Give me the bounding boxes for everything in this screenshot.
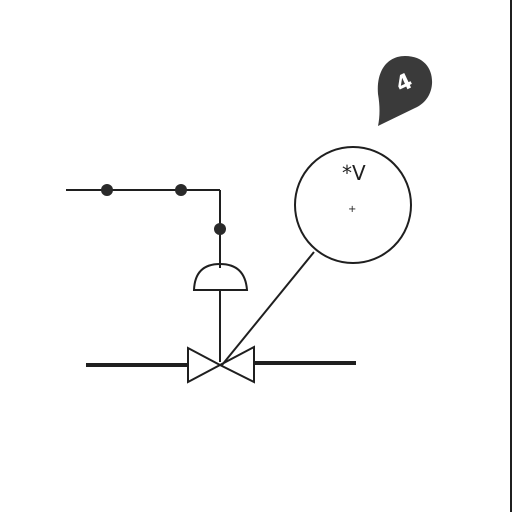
diaphragm-actuator bbox=[192, 262, 249, 362]
signal-line bbox=[66, 184, 226, 268]
instrument-bubble[interactable]: *V + bbox=[294, 146, 412, 264]
signal-dot bbox=[175, 184, 187, 196]
instrument-label: *V bbox=[342, 161, 366, 185]
marker-pin-icon bbox=[377, 56, 433, 126]
instrument-link-line bbox=[221, 251, 315, 366]
signal-dot bbox=[214, 223, 226, 235]
control-valve[interactable] bbox=[187, 345, 255, 384]
instrument-center-mark: + bbox=[348, 204, 356, 215]
pipe bbox=[86, 361, 356, 367]
right-border bbox=[510, 0, 512, 512]
marker-pin[interactable]: 4 bbox=[377, 56, 433, 126]
signal-dot bbox=[101, 184, 113, 196]
